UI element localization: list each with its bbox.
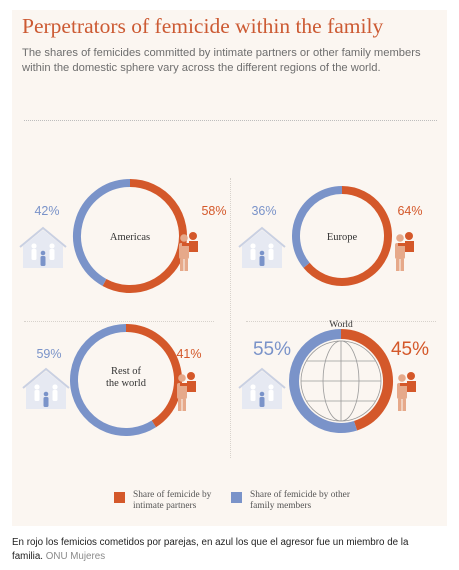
legend-item-intimate-partners: Share of femicide by intimate partners — [114, 490, 234, 512]
caption-source: ONU Mujeres — [45, 551, 106, 562]
value-label-family-members: 42% — [34, 204, 59, 218]
slice-family-members — [292, 186, 343, 268]
slice-intimate-partners — [340, 329, 393, 431]
couple-icon — [177, 372, 196, 411]
region-label: Americas — [110, 232, 150, 243]
family-house-icon — [22, 367, 70, 409]
family-house-icon — [238, 367, 286, 409]
chart-title: Perpetrators of femicide within the fami… — [22, 14, 384, 38]
family-house-icon — [238, 226, 286, 268]
divider — [24, 120, 437, 121]
chart-subtitle: The shares of femicides committed by int… — [22, 47, 421, 74]
donut-2: Europe 36% 64% — [238, 186, 423, 286]
couple-icon — [397, 372, 416, 411]
value-label-family-members: 36% — [251, 204, 276, 218]
legend-label: Share of femicide by intimate partners — [133, 490, 212, 511]
legend-item-family-members: Share of femicide by other family member… — [231, 490, 361, 512]
region-label: Rest of the world — [106, 366, 147, 389]
slice-intimate-partners — [303, 186, 392, 286]
value-label-intimate-partners: 45% — [391, 339, 429, 360]
globe-icon — [300, 340, 382, 422]
donut-1: Americas 42% 58% — [19, 179, 227, 293]
family-house-icon — [19, 226, 67, 268]
caption: En rojo los femicios cometidos por parej… — [12, 536, 442, 564]
value-label-intimate-partners: 41% — [176, 347, 201, 361]
legend-swatch-intimate-partners — [114, 492, 125, 503]
legend-label: Share of femicide by other family member… — [250, 490, 350, 511]
grid-divider-vertical — [230, 178, 231, 458]
value-label-intimate-partners: 64% — [397, 204, 422, 218]
value-label-intimate-partners: 58% — [201, 204, 226, 218]
region-label: Europe — [327, 232, 358, 243]
legend-swatch-family-members — [231, 492, 242, 503]
grid-divider-left — [24, 321, 214, 322]
slice-intimate-partners — [125, 324, 182, 428]
couple-icon — [395, 232, 414, 271]
slice-family-members — [289, 329, 358, 433]
donut-4: World 55% 45% — [238, 320, 429, 433]
slice-family-members — [70, 324, 157, 436]
value-label-family-members: 55% — [253, 339, 291, 360]
slice-family-members — [73, 179, 131, 286]
caption-text: En rojo los femicios cometidos por parej… — [12, 537, 409, 562]
couple-icon — [179, 232, 198, 271]
grid-divider-right — [246, 321, 436, 322]
value-label-family-members: 59% — [36, 347, 61, 361]
region-label: World — [329, 320, 353, 330]
donut-3: Rest of the world 59% 41% — [22, 324, 202, 436]
